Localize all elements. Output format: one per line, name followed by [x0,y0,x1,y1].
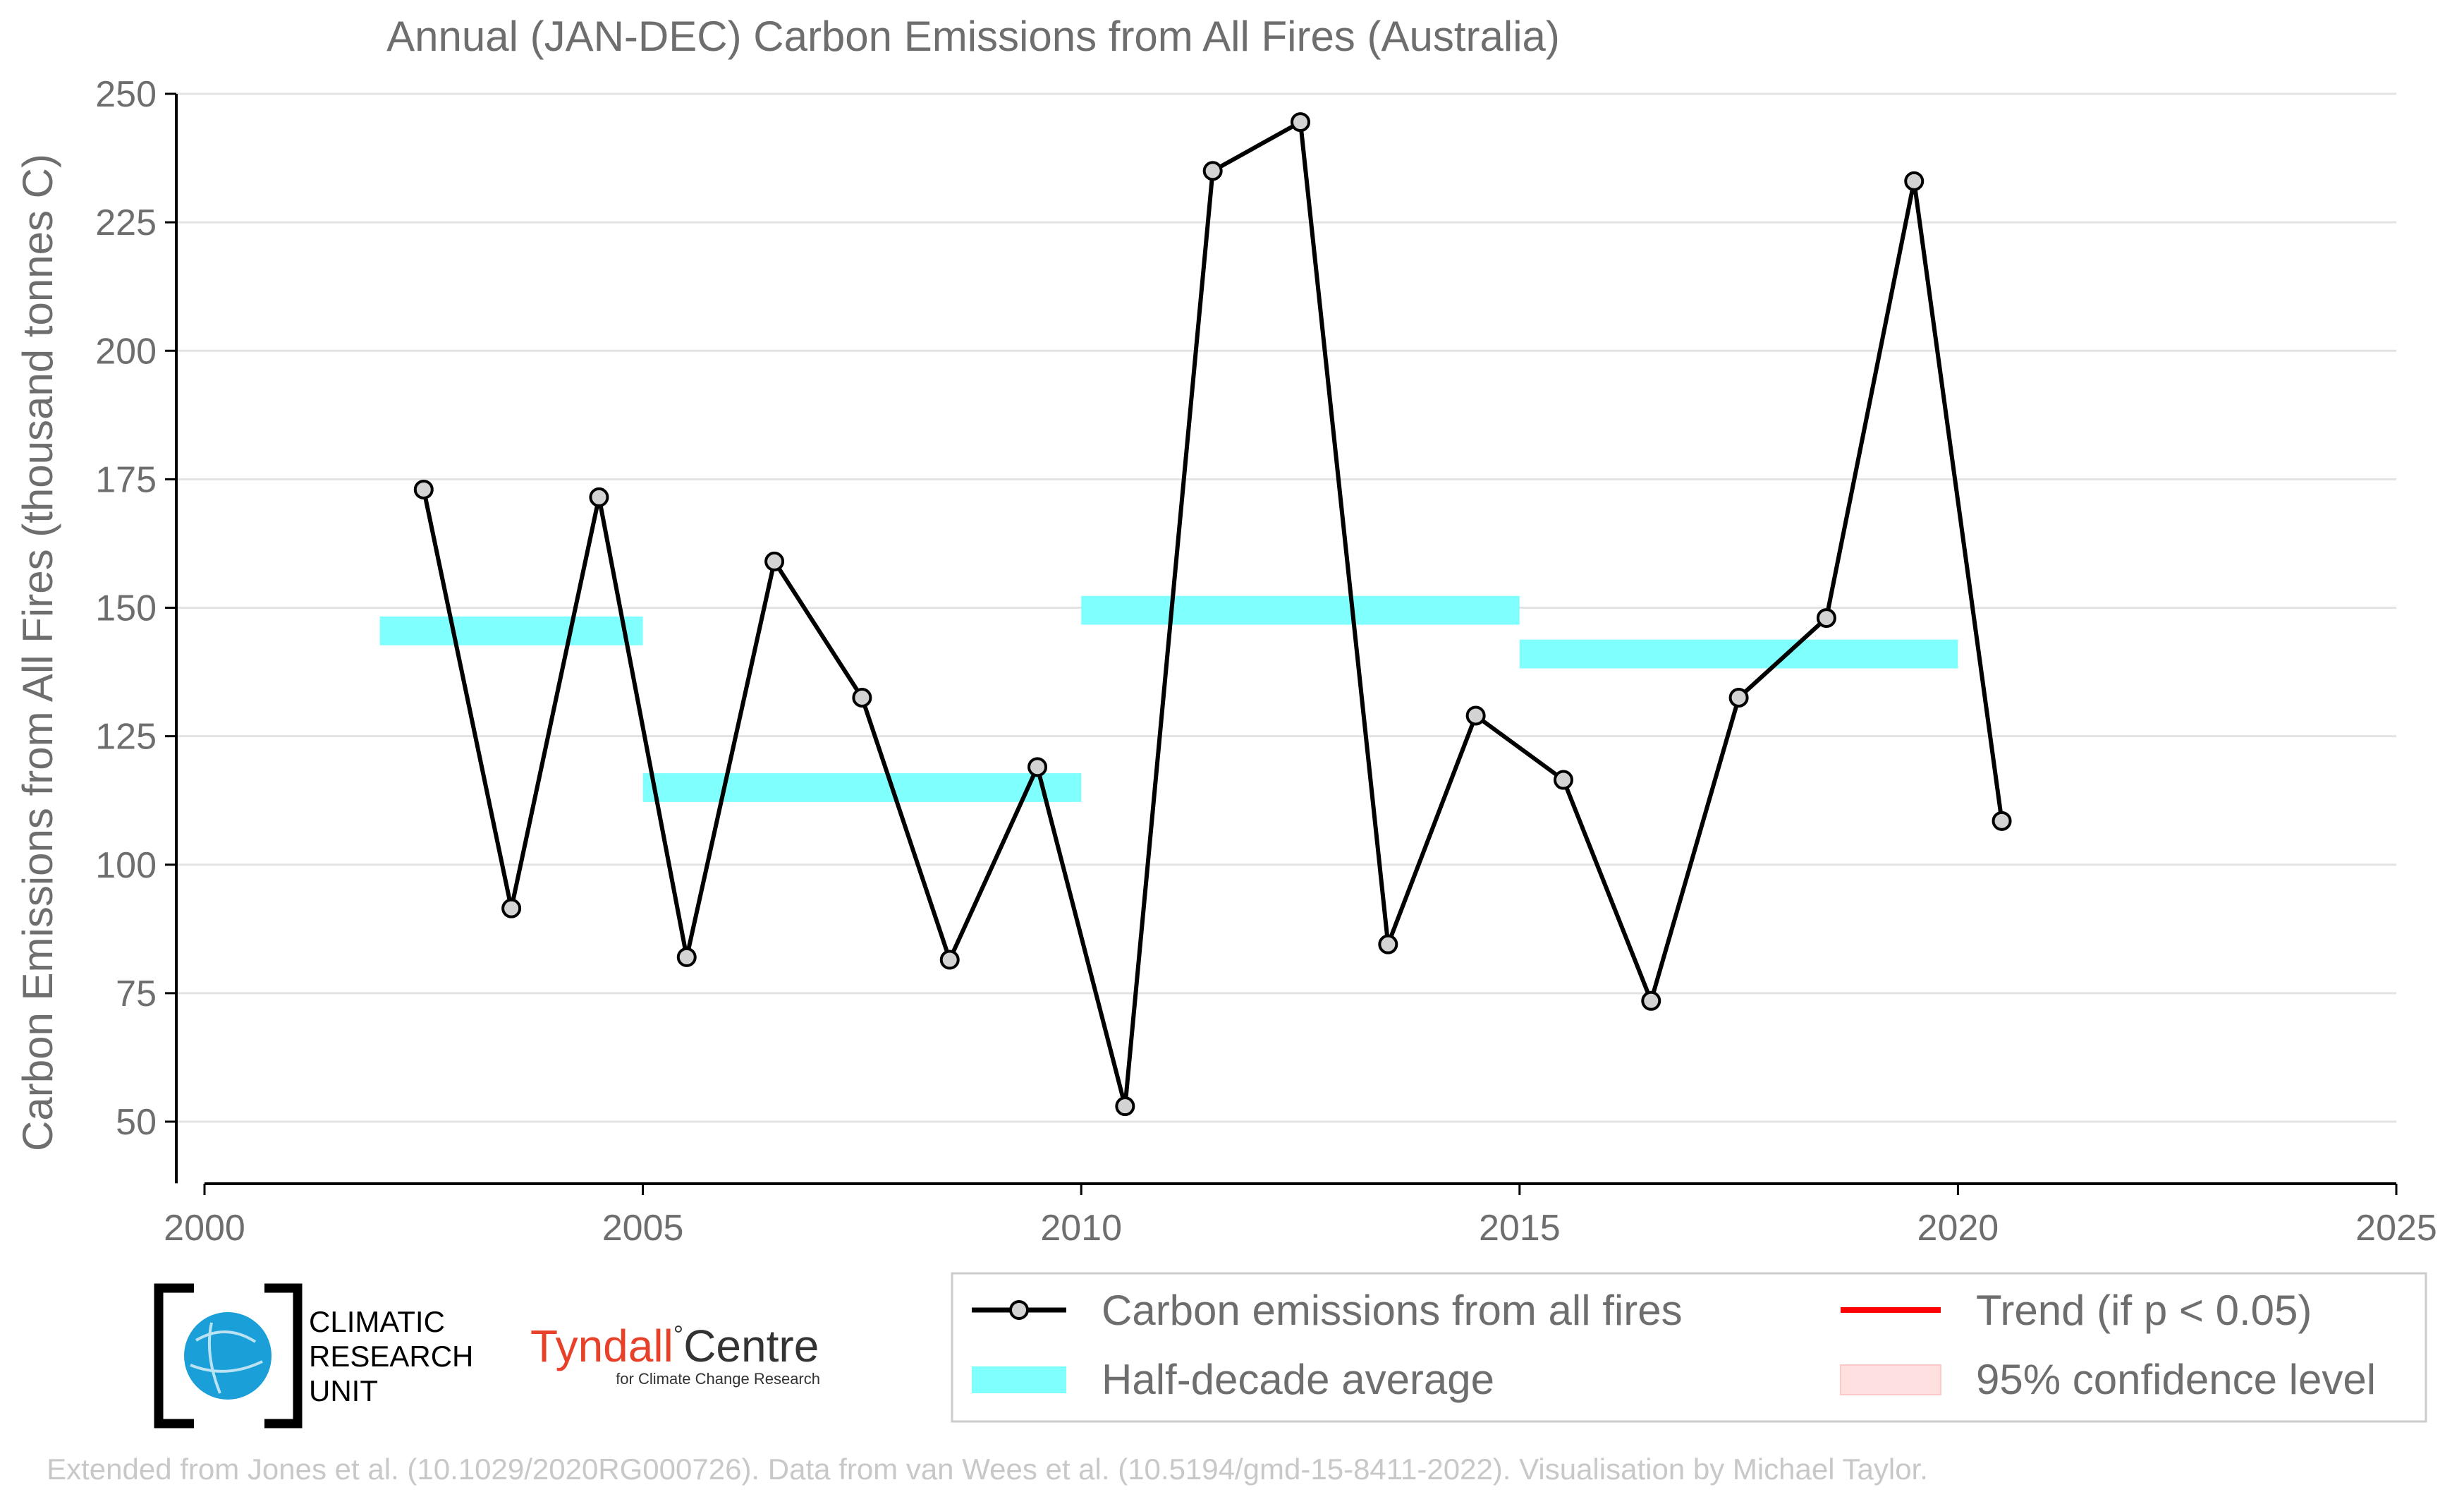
tyndall-word: Tyndall [530,1321,673,1371]
cru-text-line1: CLIMATIC [309,1305,445,1338]
data-point-5 [852,687,872,708]
axes [165,92,2398,1195]
legend-label-confidence: 95% confidence level [1976,1356,2376,1403]
x-tick-label-2025: 2025 [2355,1208,2437,1249]
x-tick-labels: 2000 2005 2010 2015 2020 2025 [164,1208,2437,1249]
data-point-9 [1202,161,1223,181]
legend-swatch-confidence [1840,1364,1941,1395]
y-tick-label-75: 75 [116,974,157,1014]
chart-title: Annual (JAN-DEC) Carbon Emissions from A… [386,13,1560,60]
cru-bracket-right [264,1283,303,1429]
x-tick-label-2005: 2005 [602,1208,684,1249]
data-point-13 [1553,770,1573,790]
data-point-6 [939,950,960,970]
data-point-1 [501,898,522,918]
y-axis-label: Carbon Emissions from All Fires (thousan… [14,154,61,1151]
x-tick-label-2000: 2000 [164,1208,245,1249]
cru-text-line2: RESEARCH [309,1340,473,1373]
y-tick-label-100: 100 [95,845,157,886]
data-point-11 [1378,934,1398,954]
tyndall-logo: Tyndall°Centre for Climate Change Resear… [530,1320,820,1388]
tyndall-degree: ° [673,1320,683,1349]
data-point-3 [676,947,697,967]
emissions-series [413,112,2012,1117]
y-tick-label-250: 250 [95,74,157,115]
data-point-14 [1641,990,1661,1011]
x-tick-label-2010: 2010 [1040,1208,1122,1249]
centre-word: Centre [683,1321,819,1371]
globe-icon-lines [190,1322,263,1394]
legend-swatch-half-decade [972,1366,1066,1393]
data-point-7 [1027,757,1048,777]
x-tick-label-2020: 2020 [1917,1208,1999,1249]
y-tick-label-225: 225 [95,202,157,243]
legend-label-emissions: Carbon emissions from all fires [1102,1287,1683,1334]
x-tick-label-2015: 2015 [1479,1208,1561,1249]
data-point-18 [1992,811,2012,831]
data-point-16 [1816,608,1836,629]
half-decade-bands [379,595,1958,802]
tyndall-subtitle: for Climate Change Research [616,1370,820,1388]
tyndall-wordmark: Tyndall°Centre [530,1320,819,1371]
data-point-8 [1115,1096,1135,1117]
data-point-4 [764,551,785,571]
half-decade-band-4 [1519,639,1958,669]
data-point-12 [1465,705,1486,726]
cru-text-line3: UNIT [309,1374,378,1407]
footer-credits: Extended from Jones et al. (10.1029/2020… [47,1453,1928,1486]
globe-icon [184,1312,272,1400]
y-tick-label-125: 125 [95,717,157,758]
cru-bracket-left [154,1283,194,1429]
data-point-0 [413,479,434,499]
cru-logo: CLIMATIC RESEARCH UNIT [154,1283,473,1429]
legend-box [951,1272,2427,1423]
legend-label-half-decade: Half-decade average [1102,1356,1494,1403]
y-tick-label-175: 175 [95,459,157,500]
y-tick-label-200: 200 [95,331,157,372]
data-point-15 [1728,687,1749,708]
y-tick-labels: 50 75 100 125 150 175 200 225 250 [95,74,157,1143]
legend-label-trend: Trend (if p < 0.05) [1976,1287,2312,1334]
half-decade-band-3 [1081,595,1520,625]
legend-marker-emissions [1009,1300,1029,1320]
y-tick-label-150: 150 [95,588,157,629]
legend: Carbon emissions from all fires Trend (i… [951,1272,2427,1423]
data-point-2 [589,487,609,507]
data-point-17 [1904,171,1925,191]
half-decade-band-2 [642,773,1082,802]
half-decade-band-1 [379,616,643,645]
data-point-10 [1291,112,1310,133]
y-tick-label-50: 50 [116,1102,157,1143]
